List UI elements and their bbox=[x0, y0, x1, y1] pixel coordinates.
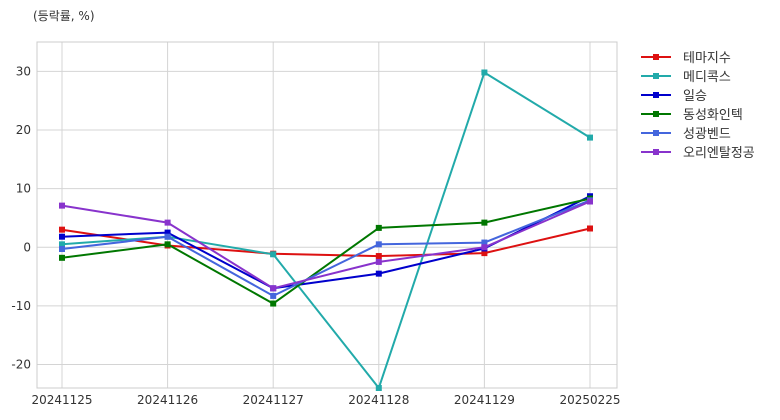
legend-item: 오리엔탈정공 bbox=[641, 146, 755, 161]
series-line bbox=[61, 71, 591, 389]
legend-item: 일승 bbox=[641, 89, 707, 104]
legend-label: 오리엔탈정공 bbox=[683, 146, 755, 161]
x-tick-label: 20241128 bbox=[348, 393, 409, 407]
data-point bbox=[164, 229, 171, 236]
axes: 30 20 10 0 -10 -20 20241125 20241126 20241127 202… bbox=[11, 64, 620, 407]
x-tick-label: 20250225 bbox=[559, 393, 620, 407]
legend-marker bbox=[653, 54, 659, 60]
data-point bbox=[481, 239, 488, 246]
series-group bbox=[59, 69, 593, 391]
series-line bbox=[61, 197, 591, 305]
series-line bbox=[61, 227, 591, 258]
data-point bbox=[587, 225, 593, 232]
plot-frame bbox=[36, 41, 618, 389]
y-tick-label: -10 bbox=[11, 299, 31, 313]
data-point bbox=[481, 250, 488, 257]
data-point bbox=[164, 219, 171, 226]
data-point bbox=[375, 224, 382, 231]
data-point bbox=[59, 241, 65, 248]
grid bbox=[37, 42, 617, 388]
y-tick-label: 10 bbox=[16, 182, 31, 196]
legend-item: 동성화인텍 bbox=[641, 108, 743, 123]
x-tick-label: 20241126 bbox=[137, 393, 198, 407]
data-point bbox=[59, 246, 65, 253]
data-point bbox=[59, 233, 65, 240]
series-3 bbox=[59, 193, 593, 292]
data-point bbox=[481, 244, 488, 251]
data-point bbox=[375, 241, 382, 248]
legend-item: 테마지수 bbox=[641, 51, 731, 66]
legend-label: 성광벤드 bbox=[683, 127, 731, 142]
data-point bbox=[59, 254, 65, 261]
data-point bbox=[375, 253, 382, 260]
data-point bbox=[587, 198, 593, 205]
series-line bbox=[61, 200, 591, 290]
legend-marker bbox=[653, 130, 659, 136]
data-point bbox=[270, 292, 277, 299]
data-point bbox=[270, 251, 277, 258]
x-tick-label: 20241129 bbox=[454, 393, 515, 407]
unit-label: (등락률, %) bbox=[33, 9, 95, 23]
data-point bbox=[270, 300, 277, 307]
legend-item: 성광벤드 bbox=[641, 127, 731, 142]
series-4 bbox=[59, 195, 593, 307]
legend-marker bbox=[653, 73, 659, 79]
data-point bbox=[59, 202, 65, 209]
data-point bbox=[481, 219, 488, 226]
legend-marker bbox=[653, 149, 659, 155]
legend-marker bbox=[653, 92, 659, 98]
legend-label: 메디콕스 bbox=[683, 70, 731, 85]
y-tick-label: 0 bbox=[23, 240, 31, 254]
y-tick-label: 30 bbox=[16, 64, 31, 78]
legend-label: 일승 bbox=[683, 89, 707, 104]
data-point bbox=[59, 226, 65, 233]
y-tick-label: 20 bbox=[16, 123, 31, 137]
x-tick-label: 20241127 bbox=[243, 393, 304, 407]
data-point bbox=[164, 233, 171, 240]
series-6 bbox=[59, 198, 593, 292]
legend-label: 테마지수 bbox=[683, 51, 731, 66]
legend-marker bbox=[653, 111, 659, 117]
data-point bbox=[587, 134, 593, 141]
data-point bbox=[164, 241, 171, 248]
data-point bbox=[481, 69, 488, 76]
legend-label: 동성화인텍 bbox=[683, 108, 743, 123]
legend-item: 메디콕스 bbox=[641, 70, 731, 85]
y-tick-label: -20 bbox=[11, 358, 31, 372]
x-tick-label: 20241125 bbox=[31, 393, 92, 407]
series-line bbox=[61, 199, 591, 297]
data-point bbox=[270, 285, 277, 292]
data-point bbox=[375, 270, 382, 277]
data-point bbox=[375, 258, 382, 265]
data-point bbox=[375, 385, 382, 391]
